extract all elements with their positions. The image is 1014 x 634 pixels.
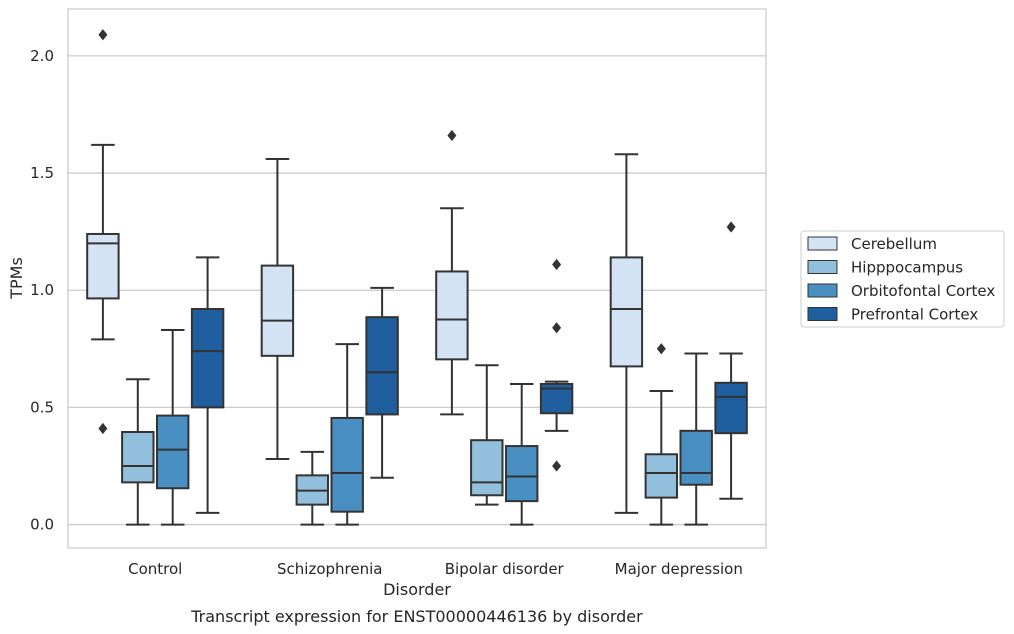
x-axis-label: Disorder: [383, 580, 451, 599]
legend-swatch: [807, 307, 838, 321]
box-0-3: [190, 256, 225, 514]
box-layer: [86, 29, 748, 526]
x-tick-labels: Control Schizophrenia Bipolar disorder Majo…: [128, 560, 743, 578]
box-body: [435, 270, 469, 361]
box-0-1: [121, 378, 155, 526]
legend-label: Cerebellum: [851, 235, 937, 253]
box-body: [330, 416, 364, 513]
box-2-3: [539, 258, 574, 472]
y-tick-label: 1.0: [30, 281, 54, 299]
box-3-0: [609, 153, 644, 514]
y-tick-label: 0.0: [30, 516, 54, 534]
box-1-1: [295, 450, 330, 526]
legend-swatch: [807, 260, 838, 274]
outlier-point: [552, 460, 562, 472]
box-body: [470, 439, 504, 497]
box-body: [609, 256, 644, 368]
box-body: [644, 453, 679, 499]
box-3-1: [644, 343, 679, 526]
y-tick-label: 1.5: [30, 164, 54, 182]
box-3-2: [679, 352, 713, 526]
box-1-2: [330, 343, 364, 526]
plot-frame: [67, 8, 767, 549]
box-2-0: [435, 129, 469, 416]
outlier-point: [552, 258, 562, 271]
outlier-point: [726, 221, 736, 233]
x-tick-label: Control: [128, 560, 182, 578]
box-body: [121, 430, 155, 484]
outlier-point: [552, 322, 562, 334]
box-body: [504, 445, 539, 503]
box-body: [365, 316, 399, 416]
box-body: [155, 414, 190, 490]
y-tick-label: 2.0: [30, 47, 54, 65]
outlier-point: [98, 422, 108, 435]
box-1-0: [260, 157, 295, 460]
box-0-2: [155, 329, 190, 526]
y-axis-label: TPMs: [7, 257, 26, 300]
chart-title: Transcript expression for ENST0000044613…: [190, 607, 643, 626]
legend-label: Orbitofontal Cortex: [851, 282, 995, 300]
box-0-0: [86, 29, 120, 435]
x-tick-label: Schizophrenia: [277, 560, 382, 578]
box-2-2: [504, 382, 539, 526]
box-1-3: [365, 286, 399, 479]
outlier-point: [447, 129, 457, 142]
legend-frame: [800, 230, 1005, 328]
legend-items: Cerebellum Hipppocampus Orbitofontal Corte…: [807, 235, 995, 324]
legend-label: Prefrontal Cortex: [851, 306, 978, 324]
box-body: [190, 307, 225, 409]
legend-swatch: [807, 236, 838, 251]
y-tick-label: 0.5: [30, 398, 54, 416]
y-tick-labels: 0.0 0.5 1.0 1.5 2.0: [30, 47, 54, 534]
outlier-point: [98, 29, 108, 41]
box-3-3: [714, 221, 748, 500]
legend-swatch: [807, 283, 838, 298]
legend-label: Hipppocampus: [851, 259, 963, 277]
box-body: [260, 264, 295, 357]
box-body: [86, 232, 120, 300]
box-body: [714, 381, 748, 435]
x-tick-label: Bipolar disorder: [445, 560, 565, 578]
x-tick-label: Major depression: [615, 560, 743, 578]
legend: Cerebellum Hipppocampus Orbitofontal Corte…: [800, 230, 1005, 328]
box-body: [679, 429, 713, 486]
outlier-point: [656, 343, 666, 355]
box-2-1: [470, 364, 504, 506]
